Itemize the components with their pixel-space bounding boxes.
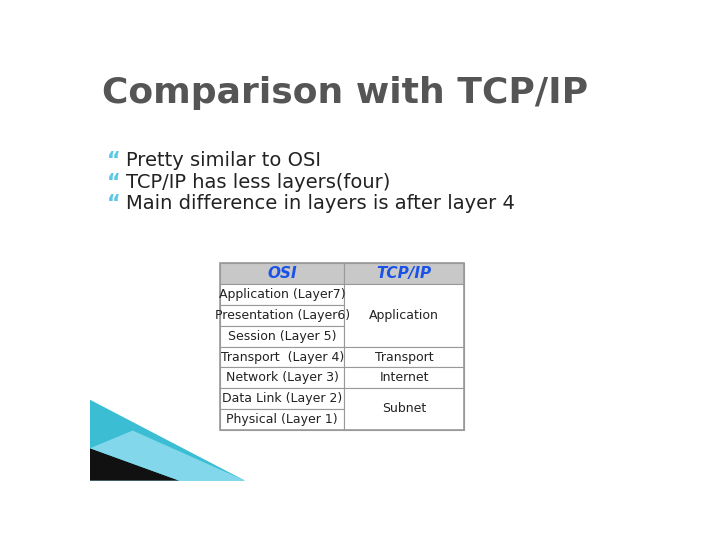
Text: Internet: Internet (379, 372, 429, 384)
Bar (220, 305, 344, 326)
Polygon shape (90, 400, 245, 481)
Text: TCP/IP has less layers(four): TCP/IP has less layers(four) (126, 173, 390, 192)
Text: Transport  (Layer 4): Transport (Layer 4) (220, 350, 344, 363)
Text: Pretty similar to OSI: Pretty similar to OSI (126, 151, 320, 170)
Text: Network (Layer 3): Network (Layer 3) (226, 372, 338, 384)
Bar (220, 326, 344, 347)
Text: TCP/IP: TCP/IP (377, 266, 432, 281)
Bar (220, 388, 344, 409)
Bar (344, 284, 464, 347)
Bar (220, 347, 344, 367)
Text: Comparison with TCP/IP: Comparison with TCP/IP (102, 76, 588, 110)
Text: Data Link (Layer 2): Data Link (Layer 2) (222, 392, 342, 405)
Polygon shape (90, 448, 179, 481)
Bar (220, 367, 344, 388)
Bar (344, 388, 464, 430)
Bar (344, 367, 464, 388)
Bar (220, 284, 344, 305)
Bar (220, 264, 464, 430)
Text: “: “ (107, 194, 121, 214)
Bar (220, 264, 344, 284)
Polygon shape (90, 430, 245, 481)
Text: Session (Layer 5): Session (Layer 5) (228, 330, 336, 343)
Text: Application (Layer7): Application (Layer7) (219, 288, 346, 301)
Text: “: “ (107, 173, 121, 193)
Text: Subnet: Subnet (382, 402, 426, 415)
Text: “: “ (107, 151, 121, 171)
Text: Transport: Transport (375, 350, 433, 363)
Text: Main difference in layers is after layer 4: Main difference in layers is after layer… (126, 194, 515, 213)
Bar (344, 264, 464, 284)
Bar (220, 409, 344, 430)
Text: Application: Application (369, 309, 439, 322)
Text: Presentation (Layer6): Presentation (Layer6) (215, 309, 350, 322)
Text: OSI: OSI (267, 266, 297, 281)
Text: Physical (Layer 1): Physical (Layer 1) (226, 413, 338, 426)
Bar (344, 347, 464, 367)
